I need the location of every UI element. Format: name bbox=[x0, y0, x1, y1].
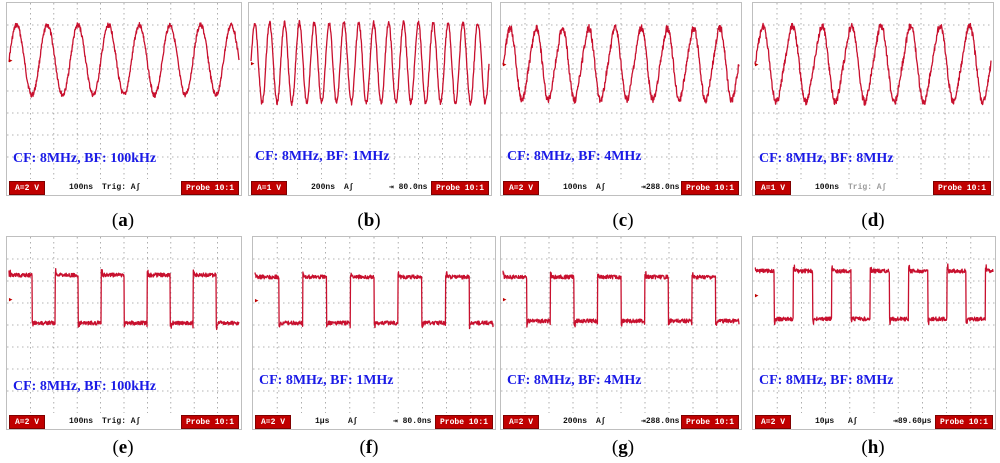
signal-trace bbox=[754, 22, 992, 106]
scope-grid bbox=[7, 3, 241, 179]
ground-marker-icon: ▸ bbox=[8, 295, 14, 305]
probe-setting: Probe 10:1 bbox=[430, 181, 489, 195]
caption-e: (e) bbox=[112, 437, 134, 458]
timebase-readout: 10μs bbox=[815, 417, 835, 426]
signal-trace bbox=[754, 263, 994, 326]
channel-scale: A=2 V bbox=[503, 181, 540, 195]
ground-marker-icon: ▸ bbox=[754, 291, 760, 301]
scope-status-bar: A=1 V 100ns Trig: A∫ Probe 10:1 bbox=[753, 181, 993, 195]
scope-status-bar: A=2 V 100ns Trig: A∫ Probe 10:1 bbox=[7, 181, 241, 195]
channel-scale: A=1 V bbox=[251, 181, 288, 195]
scope-status-bar: A=2 V 100ns Trig: A∫ Probe 10:1 bbox=[7, 415, 241, 429]
scope-grid bbox=[253, 237, 495, 413]
timebase-readout: 1μs bbox=[315, 417, 330, 426]
scope-panel-b: ▸ CF: 8MHz, BF: 1MHz A=1 V 200ns A∫ ⇥ 80.0ns P… bbox=[248, 2, 492, 196]
signal-trace bbox=[8, 267, 240, 331]
channel-scale: A=2 V bbox=[503, 415, 540, 429]
trigger-readout: A∫ bbox=[596, 183, 606, 192]
timebase-readout: 100ns bbox=[563, 183, 588, 192]
offset-readout: ⇥89.60μs bbox=[893, 417, 932, 426]
carrier-baseband-label: CF: 8MHz, BF: 4MHz bbox=[507, 149, 642, 164]
caption-a: (a) bbox=[111, 210, 135, 231]
offset-readout: ⇥ 80.0ns bbox=[389, 183, 428, 192]
carrier-baseband-label: CF: 8MHz, BF: 1MHz bbox=[255, 149, 390, 164]
channel-scale: A=2 V bbox=[755, 415, 792, 429]
carrier-baseband-label: CF: 8MHz, BF: 8MHz bbox=[759, 151, 894, 166]
scope-grid bbox=[249, 3, 491, 179]
probe-setting: Probe 10:1 bbox=[180, 415, 239, 429]
caption-g: (g) bbox=[611, 437, 635, 458]
caption-d: (d) bbox=[861, 210, 885, 231]
signal-trace bbox=[502, 270, 740, 328]
signal-trace bbox=[250, 19, 490, 107]
timebase-readout: 100ns bbox=[815, 183, 840, 192]
trigger-readout: A∫ bbox=[348, 417, 358, 426]
timebase-readout: 200ns bbox=[311, 183, 336, 192]
offset-readout: ⇥288.0ns bbox=[641, 417, 680, 426]
scope-grid bbox=[501, 3, 741, 179]
ground-marker-icon: ▸ bbox=[254, 296, 260, 306]
ground-marker-icon: ▸ bbox=[502, 60, 508, 70]
trigger-readout: Trig: A∫ bbox=[102, 417, 141, 426]
trigger-readout: Trig: A∫ bbox=[102, 183, 141, 192]
trigger-readout: A∫ bbox=[344, 183, 354, 192]
carrier-baseband-label: CF: 8MHz, BF: 4MHz bbox=[507, 373, 642, 388]
trigger-readout: A∫ bbox=[596, 417, 606, 426]
timebase-readout: 200ns bbox=[563, 417, 588, 426]
scope-panel-e: ▸ CF: 8MHz, BF: 100kHz A=2 V 100ns Trig: A∫ P… bbox=[6, 236, 242, 430]
timebase-readout: 100ns bbox=[69, 417, 94, 426]
ground-marker-icon: ▸ bbox=[250, 59, 256, 69]
channel-scale: A=1 V bbox=[755, 181, 792, 195]
probe-setting: Probe 10:1 bbox=[680, 415, 739, 429]
probe-setting: Probe 10:1 bbox=[934, 415, 993, 429]
probe-setting: Probe 10:1 bbox=[434, 415, 493, 429]
scope-status-bar: A=2 V 200ns A∫ ⇥288.0ns Probe 10:1 bbox=[501, 415, 741, 429]
scope-status-bar: A=1 V 200ns A∫ ⇥ 80.0ns Probe 10:1 bbox=[249, 181, 491, 195]
scope-panel-h: ▸ CF: 8MHz, BF: 8MHz A=2 V 10μs A∫ ⇥89.60μs Pr… bbox=[752, 236, 996, 430]
carrier-baseband-label: CF: 8MHz, BF: 8MHz bbox=[759, 373, 894, 388]
channel-scale: A=2 V bbox=[255, 415, 292, 429]
probe-setting: Probe 10:1 bbox=[180, 181, 239, 195]
ground-marker-icon: ▸ bbox=[502, 295, 508, 305]
scope-status-bar: A=2 V 100ns A∫ ⇥288.0ns Probe 10:1 bbox=[501, 181, 741, 195]
trigger-readout: Trig: A∫ bbox=[848, 183, 887, 192]
trigger-readout: A∫ bbox=[848, 417, 858, 426]
scope-grid bbox=[501, 237, 741, 413]
caption-b: (b) bbox=[357, 210, 381, 231]
caption-c: (c) bbox=[612, 210, 634, 231]
scope-panel-c: ▸ CF: 8MHz, BF: 4MHz A=2 V 100ns A∫ ⇥288.0ns P… bbox=[500, 2, 742, 196]
signal-trace bbox=[254, 271, 494, 330]
scope-status-bar: A=2 V 1μs A∫ ⇥ 80.0ns Probe 10:1 bbox=[253, 415, 495, 429]
signal-trace bbox=[8, 22, 240, 98]
scope-grid bbox=[753, 237, 995, 413]
probe-setting: Probe 10:1 bbox=[680, 181, 739, 195]
scope-grid bbox=[753, 3, 993, 179]
caption-h: (h) bbox=[861, 437, 885, 458]
caption-f: (f) bbox=[359, 437, 379, 458]
scope-panel-a: ▸ CF: 8MHz, BF: 100kHz A=2 V 100ns Trig: A∫ P… bbox=[6, 2, 242, 196]
ground-marker-icon: ▸ bbox=[8, 56, 14, 66]
offset-readout: ⇥288.0ns bbox=[641, 183, 680, 192]
timebase-readout: 100ns bbox=[69, 183, 94, 192]
ground-marker-icon: ▸ bbox=[754, 60, 760, 70]
scope-panel-g: ▸ CF: 8MHz, BF: 4MHz A=2 V 200ns A∫ ⇥288.0ns P… bbox=[500, 236, 742, 430]
scope-status-bar: A=2 V 10μs A∫ ⇥89.60μs Probe 10:1 bbox=[753, 415, 995, 429]
offset-readout: ⇥ 80.0ns bbox=[393, 417, 432, 426]
channel-scale: A=2 V bbox=[9, 181, 46, 195]
scope-panel-d: ▸ CF: 8MHz, BF: 8MHz A=1 V 100ns Trig: A∫ Pro… bbox=[752, 2, 994, 196]
scope-panel-f: ▸ CF: 8MHz, BF: 1MHz A=2 V 1μs A∫ ⇥ 80.0ns Pro… bbox=[252, 236, 496, 430]
signal-trace bbox=[502, 23, 740, 104]
carrier-baseband-label: CF: 8MHz, BF: 100kHz bbox=[13, 379, 157, 394]
channel-scale: A=2 V bbox=[9, 415, 46, 429]
carrier-baseband-label: CF: 8MHz, BF: 1MHz bbox=[259, 373, 394, 388]
probe-setting: Probe 10:1 bbox=[932, 181, 991, 195]
scope-grid bbox=[7, 237, 241, 413]
carrier-baseband-label: CF: 8MHz, BF: 100kHz bbox=[13, 151, 157, 166]
